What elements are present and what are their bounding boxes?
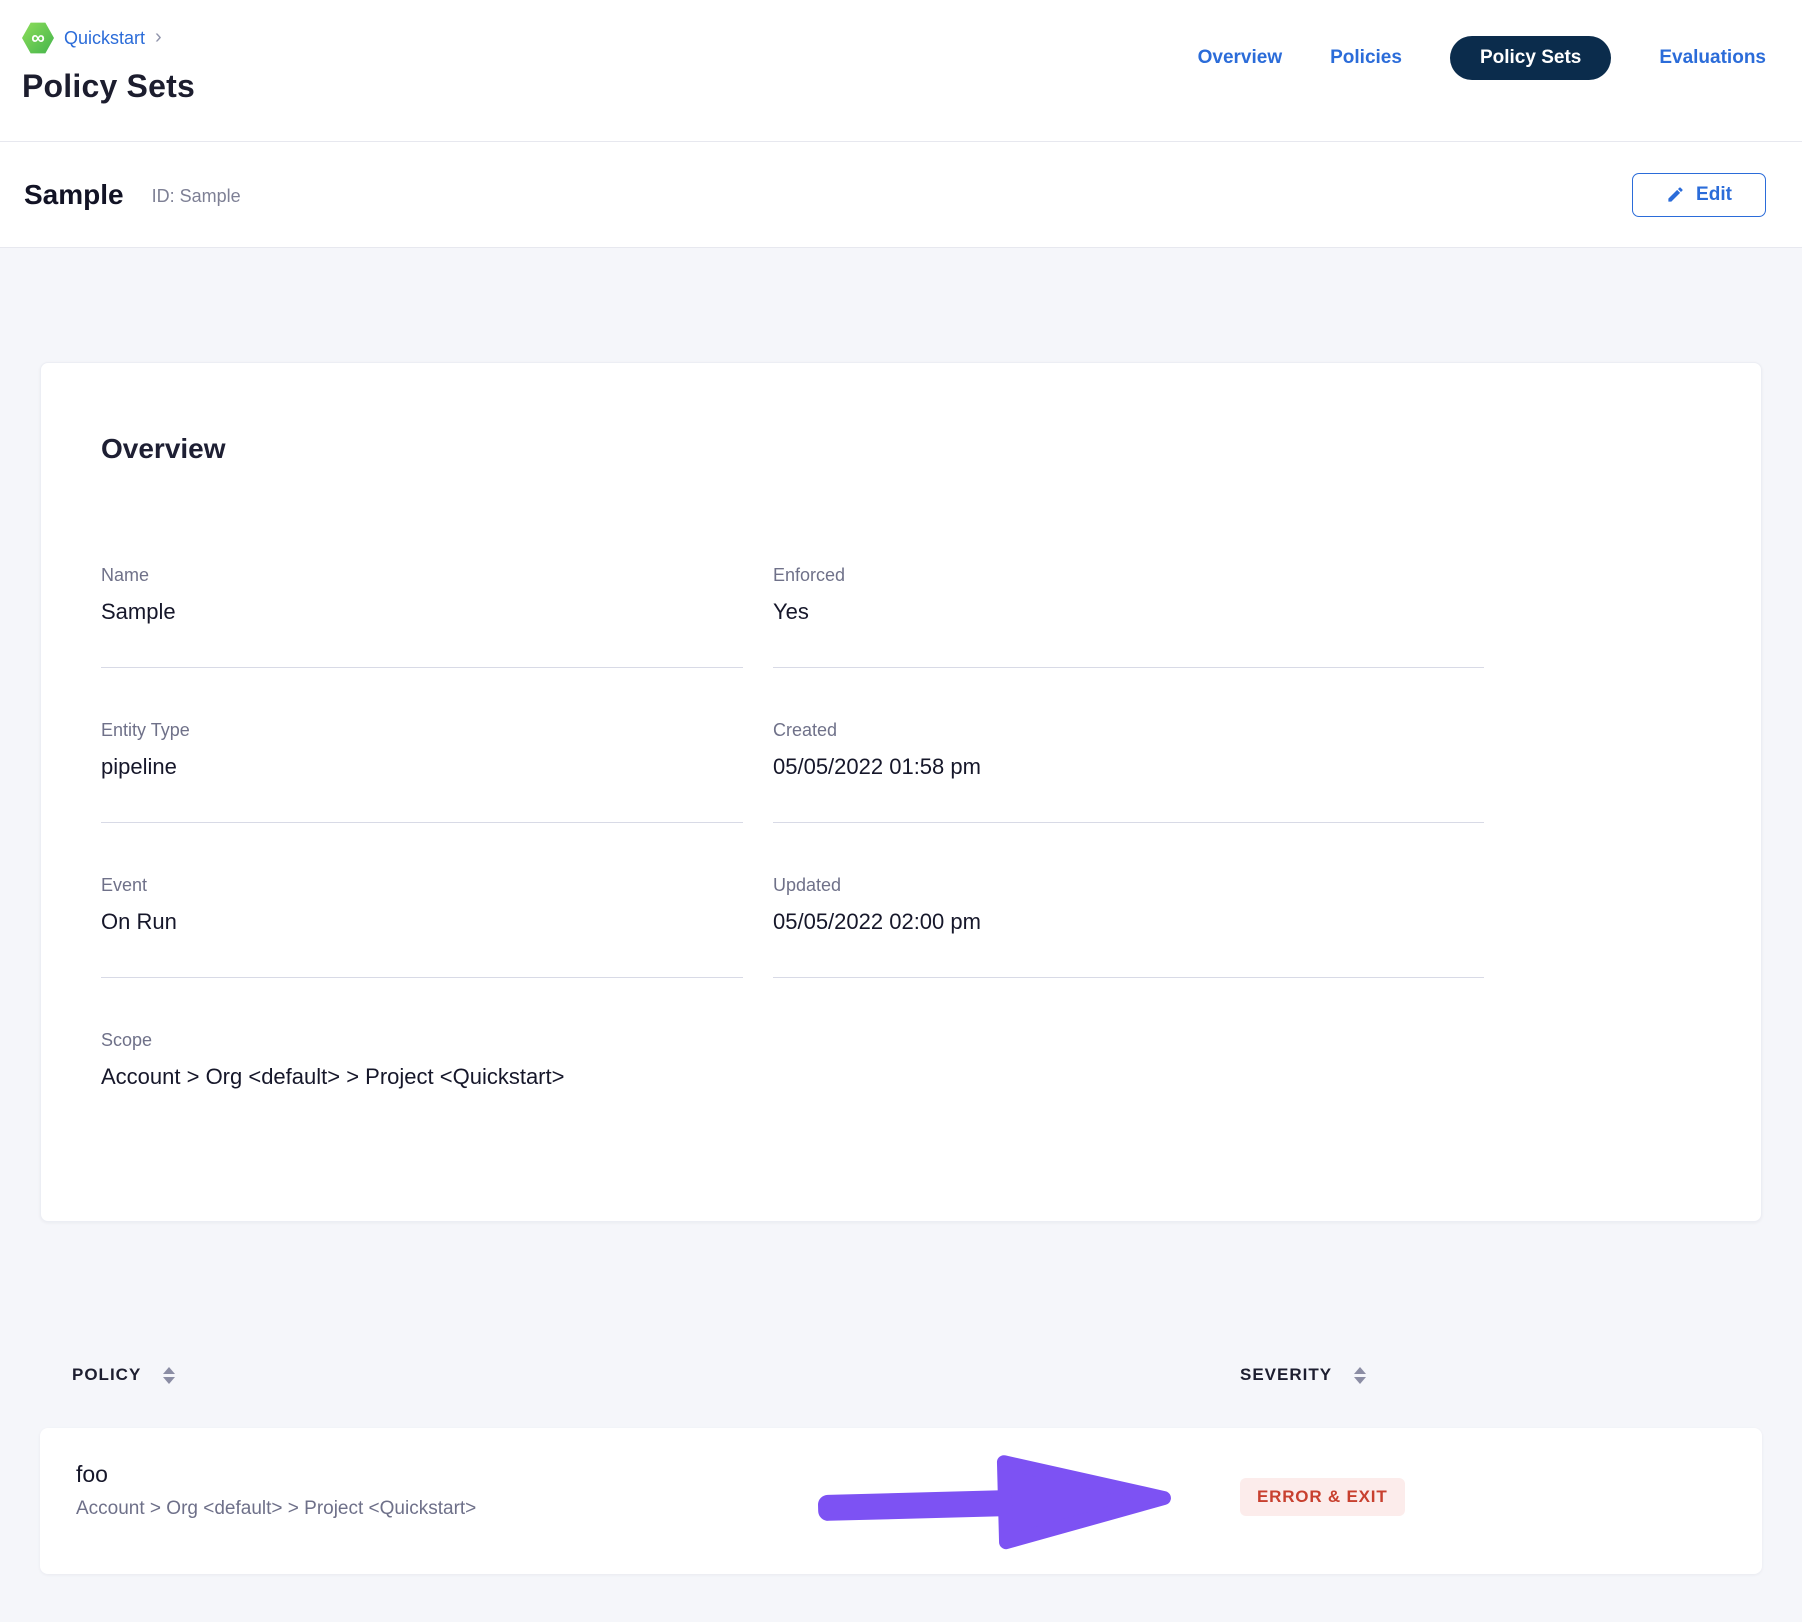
policy-row[interactable]: foo Account > Org <default> > Project <Q… — [40, 1428, 1762, 1574]
field-value: Sample — [101, 599, 176, 624]
severity-badge: ERROR & EXIT — [1240, 1478, 1405, 1516]
policy-set-id: ID: Sample — [151, 186, 241, 206]
fields-column-left: Name Sample Entity Type pipeline Event O… — [101, 565, 743, 1142]
content-area: Overview Name Sample Entity Type pipelin… — [0, 248, 1802, 1574]
entity-header: Sample ID: Sample Edit — [0, 142, 1802, 248]
field-value: On Run — [101, 909, 177, 934]
field-value: 05/05/2022 01:58 pm — [773, 754, 981, 779]
field-label: Scope — [101, 1030, 153, 1050]
policy-set-name: Sample — [24, 178, 124, 210]
field-value: pipeline — [101, 754, 177, 779]
column-label: POLICY — [72, 1365, 142, 1384]
field-value: Account > Org <default> > Project <Quick… — [101, 1064, 565, 1089]
field-label: Name — [101, 565, 150, 585]
field-name: Name Sample — [101, 565, 743, 668]
breadcrumb-link-quickstart[interactable]: Quickstart — [64, 27, 146, 48]
top-nav: Overview Policies Policy Sets Evaluation… — [1198, 36, 1766, 80]
field-scope: Scope Account > Org <default> > Project … — [101, 1030, 743, 1090]
pencil-icon — [1668, 187, 1683, 202]
field-label: Updated — [773, 875, 842, 895]
breadcrumb: ∞ Quickstart › — [22, 22, 1766, 54]
project-hexagon-icon: ∞ — [22, 22, 54, 54]
top-header: ∞ Quickstart › Policy Sets Overview Poli… — [0, 0, 1802, 142]
edit-button-label: Edit — [1696, 183, 1732, 205]
field-label: Event — [101, 875, 148, 895]
field-entity-type: Entity Type pipeline — [101, 720, 743, 823]
overview-card: Overview Name Sample Entity Type pipelin… — [40, 362, 1762, 1222]
tab-overview[interactable]: Overview — [1197, 47, 1283, 68]
field-label: Enforced — [773, 565, 846, 585]
policy-table-header: POLICY SEVERITY — [40, 1365, 1762, 1391]
edit-button[interactable]: Edit — [1632, 172, 1766, 217]
policy-name: foo — [76, 1461, 108, 1487]
field-enforced: Enforced Yes — [773, 565, 1484, 668]
field-created: Created 05/05/2022 01:58 pm — [773, 720, 1484, 823]
field-value: Yes — [773, 599, 809, 624]
fields-column-right: Enforced Yes Created 05/05/2022 01:58 pm… — [773, 565, 1484, 1142]
field-label: Created — [773, 720, 838, 740]
column-header-severity[interactable]: SEVERITY — [1240, 1365, 1367, 1385]
field-updated: Updated 05/05/2022 02:00 pm — [773, 875, 1484, 978]
page-title: Policy Sets — [22, 68, 195, 104]
tab-evaluations[interactable]: Evaluations — [1659, 47, 1766, 68]
field-label: Entity Type — [101, 720, 190, 740]
field-value: 05/05/2022 02:00 pm — [773, 909, 981, 934]
overview-heading: Overview — [101, 433, 226, 464]
sort-icon — [1354, 1366, 1367, 1384]
policy-scope: Account > Org <default> > Project <Quick… — [76, 1498, 477, 1519]
column-label: SEVERITY — [1240, 1365, 1333, 1384]
field-event: Event On Run — [101, 875, 743, 978]
tab-policy-sets[interactable]: Policy Sets — [1449, 36, 1612, 80]
column-header-policy[interactable]: POLICY — [72, 1365, 176, 1385]
chevron-right-icon: › — [155, 26, 162, 48]
tab-policies[interactable]: Policies — [1330, 47, 1402, 68]
overview-fields: Name Sample Entity Type pipeline Event O… — [101, 565, 1761, 1142]
sort-icon — [163, 1366, 176, 1384]
